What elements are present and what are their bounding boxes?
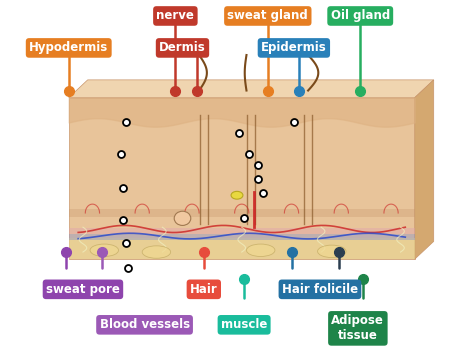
Text: Blood vessels: Blood vessels xyxy=(100,318,190,331)
Bar xyxy=(69,209,415,217)
Text: Hair: Hair xyxy=(190,283,218,296)
Text: nerve: nerve xyxy=(156,10,194,22)
Polygon shape xyxy=(69,80,434,98)
Text: sweat pore: sweat pore xyxy=(46,283,120,296)
Ellipse shape xyxy=(90,244,118,256)
Text: Hypodermis: Hypodermis xyxy=(29,42,109,54)
Text: sweat gland: sweat gland xyxy=(228,10,308,22)
Bar xyxy=(69,234,415,240)
Ellipse shape xyxy=(318,245,346,258)
Ellipse shape xyxy=(142,246,171,258)
Bar xyxy=(69,228,415,234)
Text: muscle: muscle xyxy=(221,318,267,331)
Text: Adipose
tissue: Adipose tissue xyxy=(331,315,384,342)
Ellipse shape xyxy=(231,191,243,199)
Text: Oil gland: Oil gland xyxy=(331,10,390,22)
Ellipse shape xyxy=(246,244,275,256)
Polygon shape xyxy=(415,80,434,259)
FancyBboxPatch shape xyxy=(69,98,415,259)
Ellipse shape xyxy=(174,211,191,225)
Bar xyxy=(69,238,415,259)
Text: Epidermis: Epidermis xyxy=(261,42,327,54)
Text: Dermis: Dermis xyxy=(159,42,206,54)
Text: Hair folicile: Hair folicile xyxy=(282,283,358,296)
